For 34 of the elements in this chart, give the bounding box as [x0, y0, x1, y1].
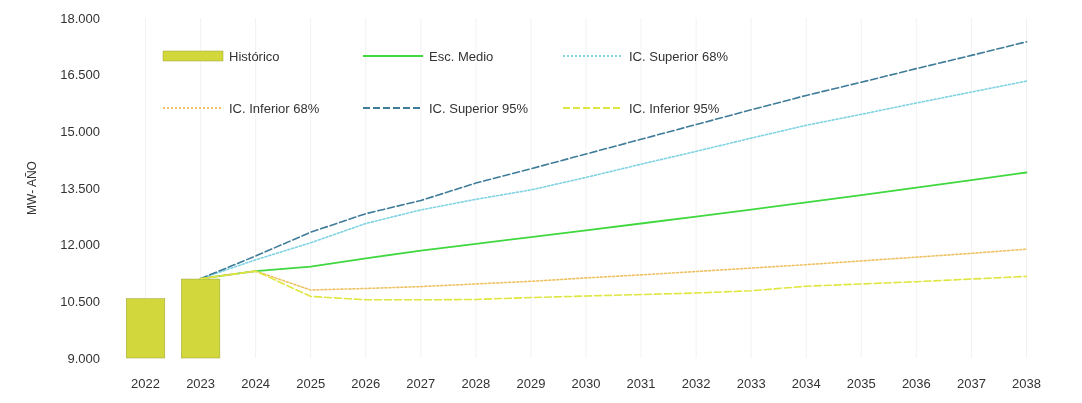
y-axis-title: MW- AÑO — [25, 161, 39, 215]
y-tick-label: 9.000 — [67, 350, 100, 366]
x-tick-label: 2031 — [626, 376, 656, 391]
x-tick-label: 2030 — [571, 376, 601, 391]
y-tick-label: 10.500 — [60, 293, 100, 309]
x-tick-label: 2028 — [461, 376, 491, 391]
legend-label: Esc. Medio — [429, 48, 494, 64]
x-tick-label: 2036 — [901, 376, 931, 391]
x-tick-label: 2038 — [1012, 376, 1041, 391]
y-tick-label: 16.500 — [60, 67, 100, 83]
x-tick-label: 2022 — [131, 376, 160, 391]
y-tick-label: 12.000 — [60, 237, 100, 253]
y-tick-label: 15.000 — [60, 123, 100, 139]
legend-label: IC. Inferior 95% — [629, 100, 720, 116]
x-tick-label: 2032 — [681, 376, 711, 391]
x-tick-label: 2033 — [736, 376, 766, 391]
line-series — [199, 171, 1028, 280]
legend-label: Histórico — [229, 48, 280, 64]
x-tick-label: 2035 — [846, 376, 876, 391]
x-tick-label: 2029 — [516, 376, 546, 391]
x-tick-label: 2025 — [296, 376, 326, 391]
line-series — [199, 41, 1028, 280]
line-series — [199, 270, 1028, 301]
x-tick-label: 2037 — [956, 376, 986, 391]
legend-label: IC. Inferior 68% — [229, 100, 320, 116]
y-tick-label: 13.500 — [60, 180, 100, 196]
legend-label: IC. Superior 68% — [629, 48, 729, 64]
x-tick-label: 2023 — [186, 376, 216, 391]
x-tick-label: 2027 — [406, 376, 436, 391]
x-tick-label: 2034 — [791, 376, 821, 391]
legend-label: IC. Superior 95% — [429, 100, 529, 116]
x-tick-label: 2026 — [351, 376, 381, 391]
y-tick-label: 18.000 — [60, 10, 100, 26]
x-tick-label: 2024 — [241, 376, 271, 391]
